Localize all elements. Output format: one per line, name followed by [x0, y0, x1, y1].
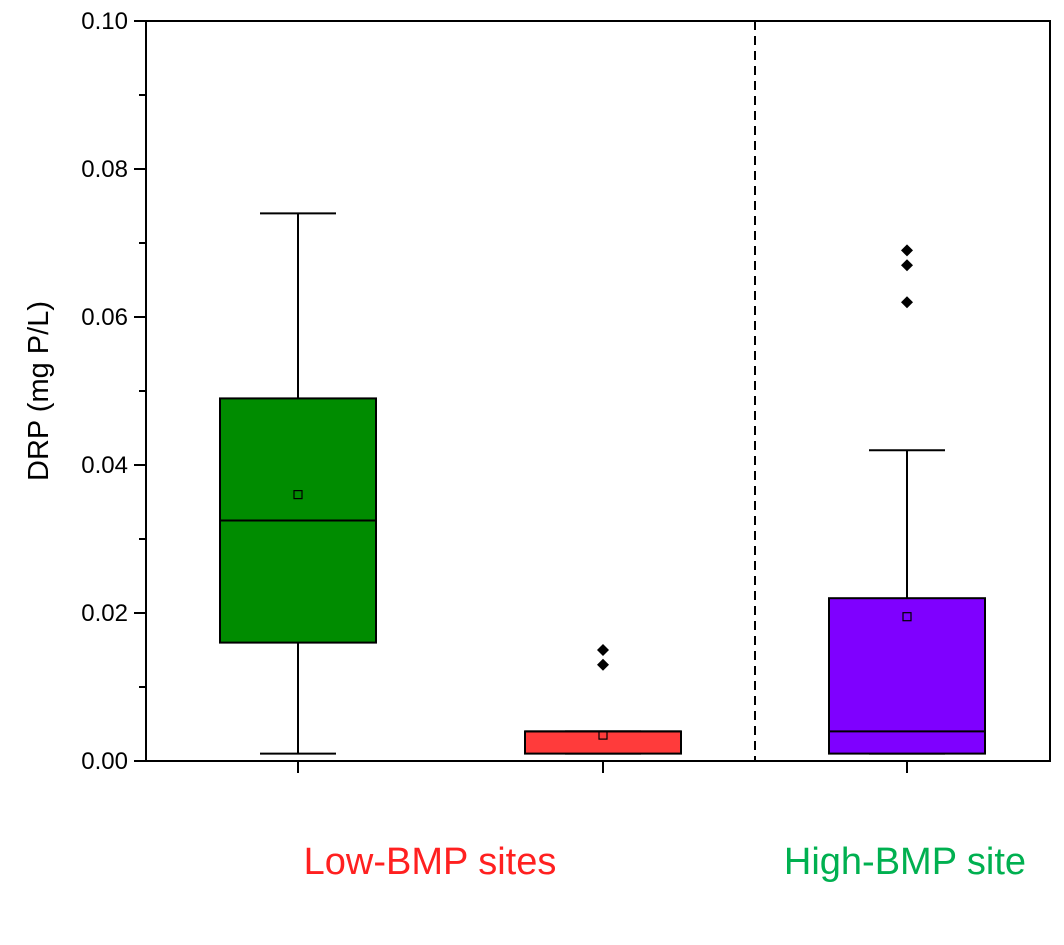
mean-marker	[598, 730, 608, 740]
y-tick-label: 0.00	[81, 748, 128, 775]
box-group-2	[524, 644, 682, 755]
box-iqr	[828, 597, 986, 755]
outlier-point	[901, 296, 913, 309]
outlier-point	[597, 644, 609, 656]
outlier-point	[901, 259, 913, 272]
group-label-low-bmp: Low-BMP sites	[303, 841, 557, 883]
x-axis-ticks	[297, 761, 908, 773]
mean-marker	[902, 612, 912, 622]
box-group-3	[828, 244, 986, 755]
mean-marker	[293, 490, 303, 500]
group-label-high-bmp: High-BMP site	[783, 841, 1027, 883]
outlier-point	[597, 658, 609, 671]
y-axis-title: DRP (mg P/L)	[23, 301, 55, 481]
box-iqr	[524, 730, 682, 755]
y-tick-label: 0.02	[81, 600, 128, 627]
y-tick-label: 0.06	[81, 304, 128, 331]
y-tick-label: 0.10	[81, 8, 128, 35]
y-axis: 0.00 0.02 0.04 0.06 0.08 0.10	[81, 8, 146, 775]
y-tick-label: 0.08	[81, 156, 128, 183]
boxes	[219, 212, 986, 755]
box-group-1	[219, 212, 377, 755]
outlier-point	[901, 244, 913, 257]
y-tick-label: 0.04	[81, 452, 128, 479]
